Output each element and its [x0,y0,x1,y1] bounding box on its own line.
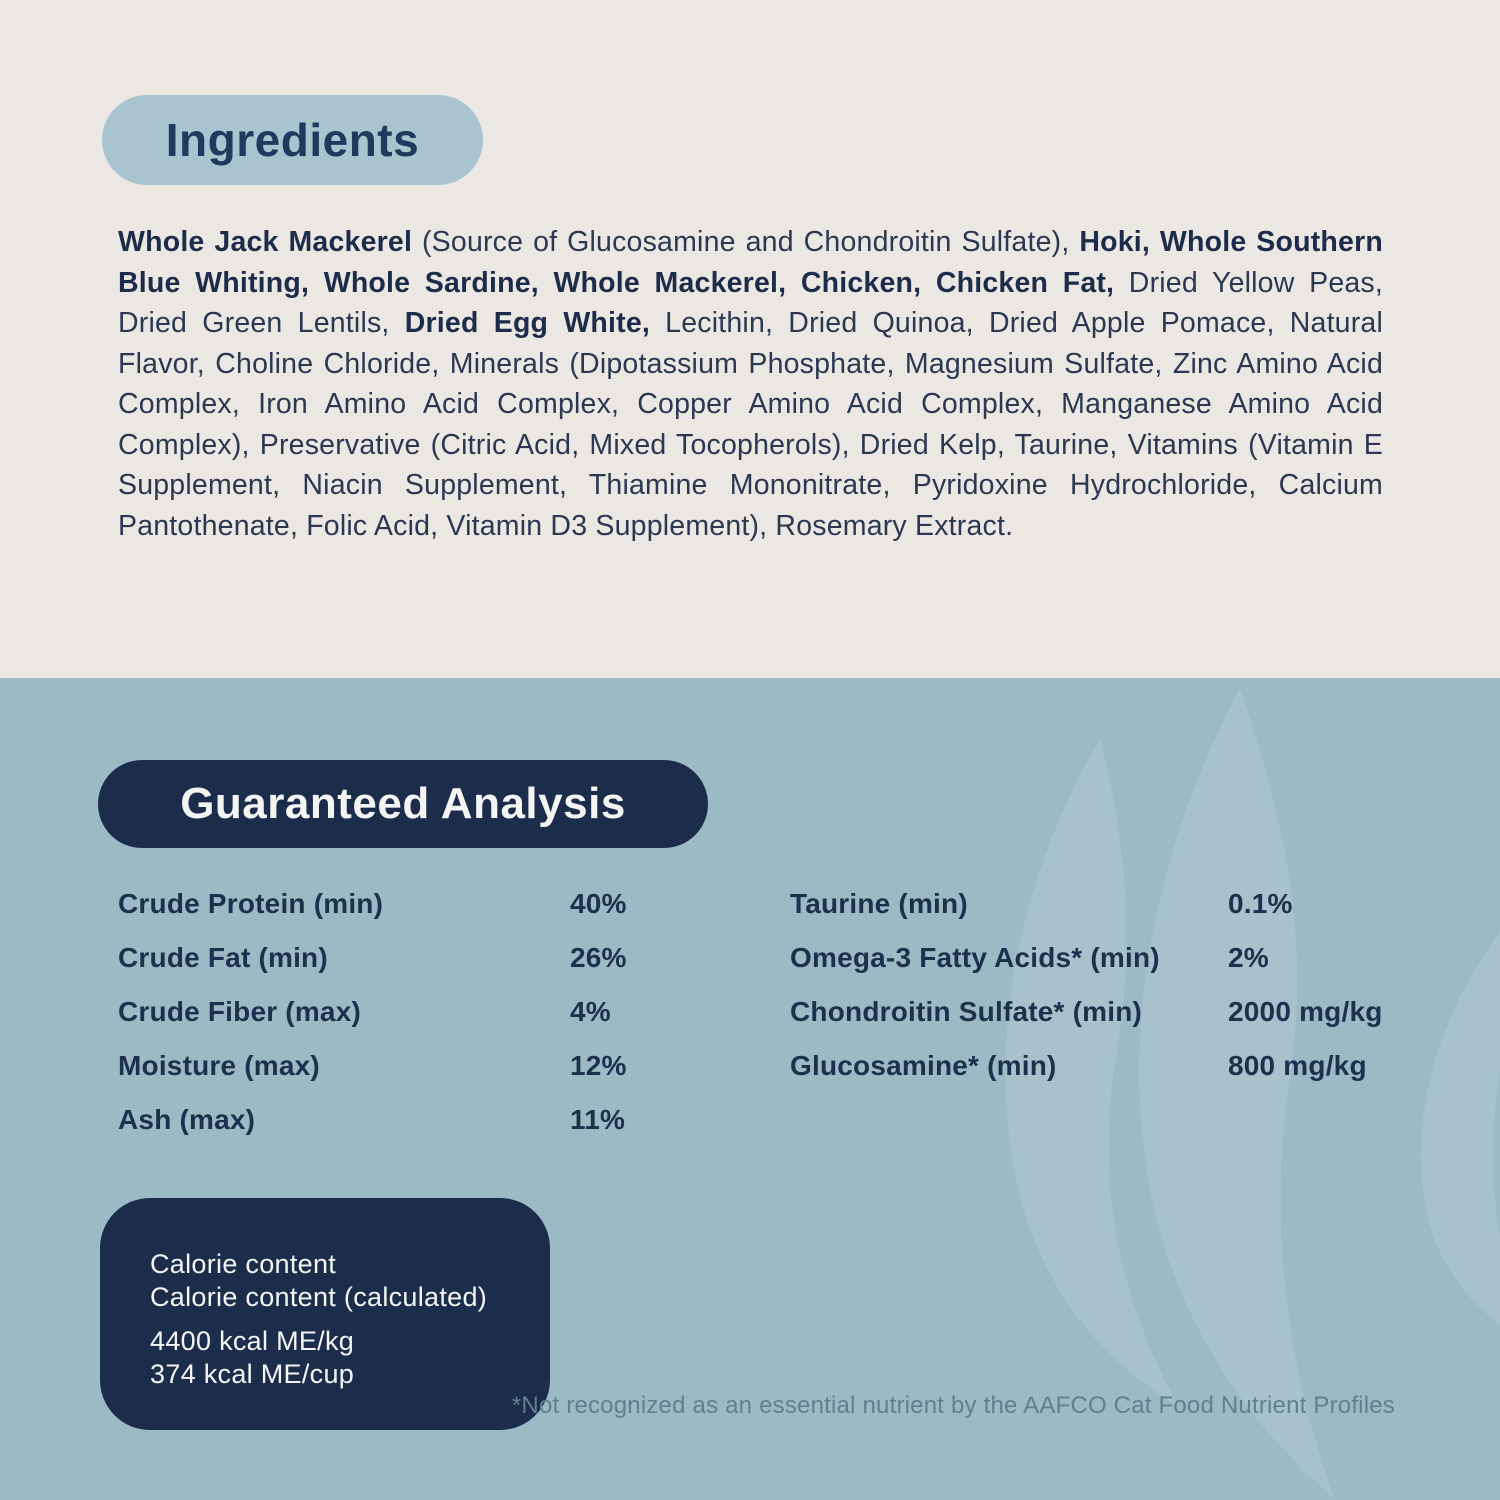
nutrient-label: Crude Protein (min) [118,888,384,919]
nutrient-value: 2% [1228,942,1269,973]
ingredients-segment: Lecithin, Dried Quinoa, Dried Apple Poma… [118,307,1384,542]
ingredients-segment: (Source of Glucosamine and Chondroitin S… [412,226,1080,258]
nutrient-value: 0.1% [1228,888,1293,919]
nutrient-label: Moisture (max) [118,1050,320,1081]
ingredients-heading: Ingredients [165,114,420,166]
table-row: Moisture (max) 12% [118,1050,678,1081]
guaranteed-analysis-section: Guaranteed Analysis Crude Protein (min) … [0,678,1500,1500]
nutrient-value: 40% [570,888,627,919]
ingredients-heading-pill: Ingredients [102,95,483,185]
ingredients-segment-bold: Whole Jack Mackerel [118,226,413,258]
nutrient-label: Taurine (min) [790,888,968,919]
table-row: Ash (max) 11% [118,1104,678,1135]
nutrient-value: 11% [570,1104,626,1135]
ingredients-segment-bold: Dried Egg White, [404,307,651,339]
calorie-value-line: 4400 kcal ME/kg [150,1326,355,1356]
calorie-title-line: Calorie content [150,1249,337,1279]
table-row: Taurine (min) 0.1% [790,888,1400,919]
nutrient-value: 26% [570,942,627,973]
guaranteed-analysis-heading: Guaranteed Analysis [180,779,626,828]
nutrient-label: Glucosamine* (min) [790,1050,1057,1081]
guaranteed-analysis-table: Crude Protein (min) 40% Crude Fat (min) … [118,888,1400,1160]
guaranteed-analysis-heading-pill: Guaranteed Analysis [98,760,708,848]
ingredients-section: Ingredients Whole Jack Mackerel (Source … [0,0,1500,678]
calorie-value-line: 374 kcal ME/cup [150,1359,355,1389]
calorie-title-line: Calorie content (calculated) [150,1282,488,1312]
nutrient-label: Chondroitin Sulfate* (min) [790,996,1143,1027]
ingredients-segment: Dried Yellow Peas, Dried Green Lentils, [118,266,1383,340]
aafco-footnote: *Not recognized as an essential nutrient… [511,1392,1395,1419]
calorie-values: 4400 kcal ME/kg 374 kcal ME/cup [150,1325,520,1391]
table-row: Chondroitin Sulfate* (min) 2000 mg/kg [790,996,1400,1027]
table-row: Crude Protein (min) 40% [118,888,678,919]
nutrient-label: Crude Fiber (max) [118,996,361,1027]
ingredients-segment-bold: Hoki, Whole Southern Blue Whiting, Whole… [118,226,1383,299]
nutrient-label: Crude Fat (min) [118,942,328,973]
nutrient-value: 800 mg/kg [1228,1050,1367,1081]
table-row: Crude Fiber (max) 4% [118,996,678,1027]
table-row: Omega-3 Fatty Acids* (min) 2% [790,942,1400,973]
nutrient-value: 12% [570,1050,627,1081]
nutrient-value: 2000 mg/kg [1228,996,1383,1027]
nutrient-label: Ash (max) [118,1104,256,1135]
table-row: Glucosamine* (min) 800 mg/kg [790,1050,1400,1081]
ingredients-paragraph: Whole Jack Mackerel (Source of Glucosami… [118,222,1383,546]
nutrient-value: 4% [570,996,611,1027]
nutrient-label: Omega-3 Fatty Acids* (min) [790,942,1160,973]
ga-right-column: Taurine (min) 0.1% Omega-3 Fatty Acids* … [790,888,1400,1160]
ga-left-column: Crude Protein (min) 40% Crude Fat (min) … [118,888,678,1160]
table-row: Crude Fat (min) 26% [118,942,678,973]
calorie-content-box: Calorie content Calorie content (calcula… [100,1198,550,1430]
